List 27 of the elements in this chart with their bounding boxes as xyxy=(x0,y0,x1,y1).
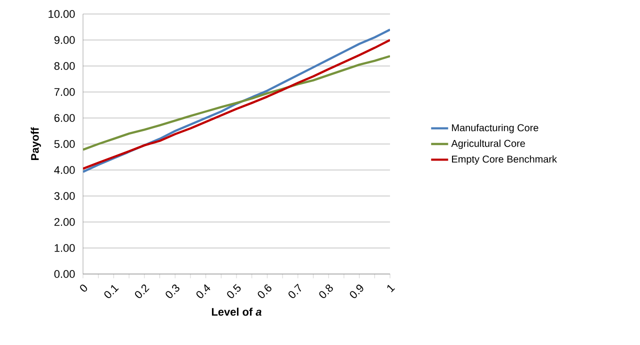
x-tick-label: 0 xyxy=(80,284,88,292)
x-tick-label: 0.1 xyxy=(104,284,119,298)
y-tick-label: 8.00 xyxy=(54,62,75,70)
y-tick-label: 3.00 xyxy=(54,192,75,200)
x-tick-label: 0.9 xyxy=(350,284,364,298)
x-axis-title: Level of a xyxy=(212,308,262,316)
y-tick-label: 1.00 xyxy=(54,244,75,252)
x-tick-label: 0.2 xyxy=(135,284,150,298)
y-axis-title: Payoff xyxy=(30,127,41,160)
x-tick-label: 0.8 xyxy=(319,284,333,298)
y-tick-label: 6.00 xyxy=(54,114,75,122)
y-tick-label: 7.00 xyxy=(54,88,75,96)
y-tick-label: 2.00 xyxy=(54,218,75,226)
x-tick-label: 0.6 xyxy=(258,284,272,298)
y-tick-label: 5.00 xyxy=(54,140,75,148)
x-tick-label: 0.7 xyxy=(288,284,302,298)
y-tick-label: 10.00 xyxy=(48,10,75,18)
x-tick-label: 1 xyxy=(387,284,395,292)
x-tick-label: 0.5 xyxy=(227,284,241,298)
legend-label: Agricultural Core xyxy=(451,140,525,149)
x-tick-label: 0.4 xyxy=(196,284,210,298)
y-tick-label: 4.00 xyxy=(54,166,75,174)
legend-label: Manufacturing Core xyxy=(452,124,538,134)
legend-label: Empty Core Benchmark xyxy=(452,155,557,165)
x-tick-label: 0.3 xyxy=(166,284,180,298)
y-tick-label: 9.00 xyxy=(54,36,75,44)
y-tick-label: 0.00 xyxy=(54,270,75,278)
